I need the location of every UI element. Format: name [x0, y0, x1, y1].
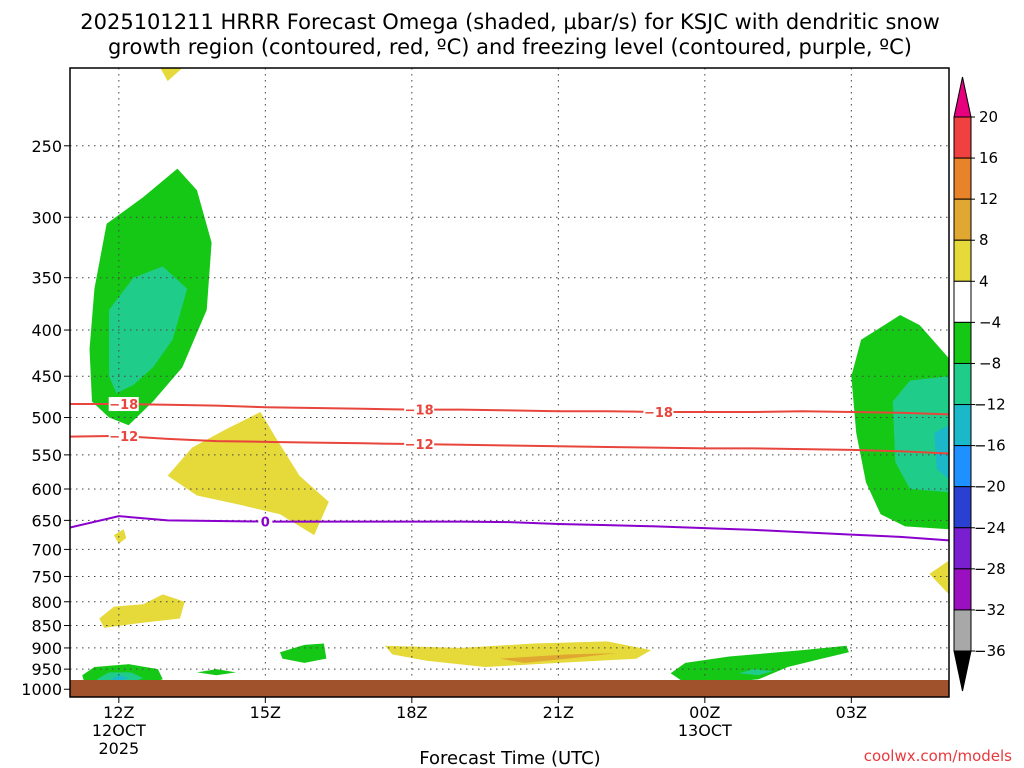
colorbar-bin: [953, 568, 972, 611]
colorbar-label: −28: [974, 560, 1006, 578]
x-tick-label: 12Z: [103, 703, 134, 722]
contour-label-bg: [108, 397, 139, 412]
contour-label: −18: [644, 406, 673, 421]
colorbar-label: −36: [974, 642, 1006, 660]
y-tick-label: 550: [31, 446, 62, 465]
colorbar-bin: [953, 362, 972, 406]
x-tick-date: 13OCT: [678, 721, 732, 740]
omega-region-sinking-top-sliver: [160, 68, 183, 82]
y-tick-label: 300: [31, 208, 62, 227]
colorbar-bin: [953, 486, 972, 529]
x-tick-date: 12OCT: [92, 721, 146, 740]
y-tick-label: 400: [31, 321, 62, 340]
x-tick-year: 2025: [98, 739, 139, 758]
x-tick-label: 00Z: [689, 703, 720, 722]
colorbar-bin: [953, 609, 972, 652]
colorbar-bin: [953, 445, 972, 488]
colorbar-bin: [953, 157, 972, 200]
omega-region-sinking-small-left: [113, 529, 127, 544]
y-tick-label: 800: [31, 593, 62, 612]
omega-region-ascent-sfc-right: [670, 645, 849, 684]
omega-region-sinking-low-mid-core: [499, 653, 617, 663]
plot-frame: [69, 67, 950, 698]
terrain-band: [70, 680, 949, 697]
y-tick-label: 650: [31, 511, 62, 530]
colorbar-label: −32: [974, 601, 1006, 619]
omega-region-ascent-low-15z: [279, 643, 327, 663]
colorbar-label: −12: [974, 396, 1006, 414]
colorbar-label: 20: [979, 108, 998, 126]
colorbar-bin: [953, 116, 972, 159]
omega-region-ascent-sfc-small: [196, 669, 237, 676]
omega-region-sinking-low-mid: [384, 641, 652, 668]
colorbar-bin: [953, 198, 972, 241]
contour-label-bg: [404, 437, 435, 452]
grid-lines: [70, 68, 949, 697]
colorbar-label: −16: [974, 437, 1006, 455]
x-tick-label: 18Z: [396, 703, 427, 722]
contour-label-bg: [404, 402, 435, 417]
colorbar-bin: [953, 321, 972, 364]
colorbar-bin: [953, 404, 972, 447]
contour-freezing-level: [70, 515, 949, 542]
y-tick-label: 600: [31, 480, 62, 499]
colorbar-label: −8: [979, 354, 1001, 372]
y-tick-label: 850: [31, 617, 62, 636]
contour-label: −12: [109, 430, 138, 445]
y-tick-label: 900: [31, 639, 62, 658]
x-axis-label: Forecast Time (UTC): [419, 748, 600, 768]
y-tick-label: 750: [31, 567, 62, 586]
colorbar-label: −24: [974, 519, 1006, 537]
y-tick-label: 500: [31, 409, 62, 428]
colorbar-label: 8: [979, 231, 989, 249]
x-tick-label: 21Z: [543, 703, 574, 722]
contour-lines: −18 −18 −18 −12 −12 0: [70, 397, 949, 542]
omega-region-ascent-upper-right-core: [892, 376, 949, 493]
colorbar-max-arrow: [953, 76, 972, 118]
omega-shading: [82, 68, 949, 687]
y-tick-label: 950: [31, 660, 62, 679]
colorbar-min-arrow: [953, 650, 972, 692]
chart-title-line1: 2025101211 HRRR Forecast Omega (shaded, …: [80, 10, 940, 34]
colorbar-label: 16: [979, 149, 998, 167]
colorbar-label: 4: [979, 272, 989, 290]
contour-label: −18: [405, 404, 434, 419]
chart-title-line2: growth region (contoured, red, ºC) and f…: [108, 35, 912, 59]
y-tick-label: 250: [31, 137, 62, 156]
y-tick-label: 350: [31, 269, 62, 288]
contour-label: 0: [261, 516, 270, 531]
y-tick-label: 700: [31, 540, 62, 559]
terrain-mask: [70, 680, 949, 697]
colorbar: 20 16 12 8 4 −4 −8 −12 −16 −20 −24 −28 −32 −36: [953, 76, 1006, 692]
omega-region-sinking-low-left: [99, 594, 185, 628]
colorbar-bin: [953, 280, 972, 323]
colorbar-label: −4: [979, 313, 1001, 331]
omega-region-sinking-mid-left: [167, 411, 329, 536]
contour-label-bg: [108, 429, 139, 444]
contour-label-bg: [643, 404, 674, 419]
omega-region-ascent-sfc-right-core: [739, 669, 774, 676]
omega-region-sinking-right-edge: [929, 560, 949, 595]
colorbar-bin: [953, 527, 972, 570]
contour-label-bg: [258, 514, 273, 529]
colorbar-bin: [953, 239, 972, 282]
y-axis: 250 300 350 400 450 500 550 600 650 700 750 800 850 9…: [21, 137, 70, 699]
contour-snow-growth-upper: [70, 402, 949, 416]
colorbar-label: −20: [974, 478, 1006, 496]
contour-label: −18: [109, 398, 138, 413]
contour-snow-growth-lower: [70, 434, 949, 455]
contour-label: −12: [405, 438, 434, 453]
y-tick-label: 1000: [21, 680, 62, 699]
credit-text: coolwx.com/models: [864, 747, 1012, 765]
y-tick-label: 450: [31, 367, 62, 386]
colorbar-label: 12: [979, 190, 998, 208]
x-tick-label: 03Z: [836, 703, 867, 722]
x-tick-label: 15Z: [250, 703, 281, 722]
